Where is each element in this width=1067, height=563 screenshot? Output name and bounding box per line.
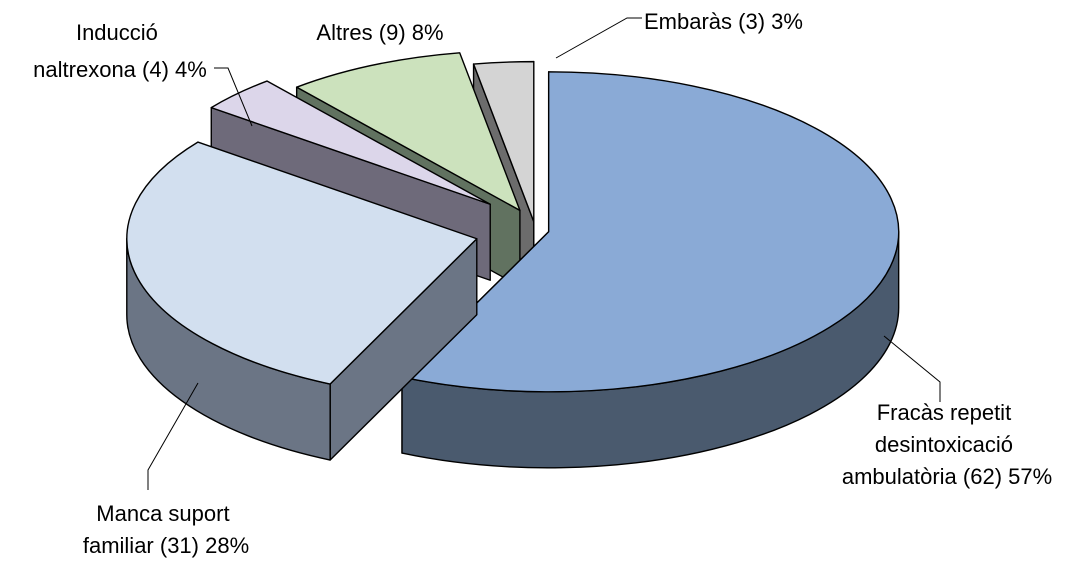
pie-slice-manca (126, 141, 478, 461)
slice-top-fracas (401, 71, 900, 393)
slice-top-embaras (472, 60, 535, 223)
leader-line-embaras (555, 17, 642, 59)
pie-slices (126, 52, 900, 469)
slice-label-embaras: Embaràs (3) 3% (644, 9, 803, 34)
slice-label-induccio: Inducció naltrexona (4) 4% (33, 20, 207, 82)
leader-line-fracas (883, 335, 941, 402)
slice-labels: Fracàs repetit desintoxicació ambulatòri… (33, 9, 1052, 558)
slice-top-altres (295, 52, 521, 212)
pie-slice-fracas (401, 71, 900, 469)
slice-label-altres: Altres (9) 8% (316, 20, 443, 45)
slice-top-manca (126, 141, 478, 385)
leader-line-manca (147, 382, 199, 490)
leader-line-induccio (214, 67, 253, 127)
slice-label-fracas: Fracàs repetit desintoxicació ambulatòri… (842, 400, 1052, 489)
label-leader-lines (147, 17, 941, 490)
slice-label-manca: Manca suport familiar (31) 28% (83, 501, 249, 558)
slice-top-induccio (210, 80, 491, 205)
